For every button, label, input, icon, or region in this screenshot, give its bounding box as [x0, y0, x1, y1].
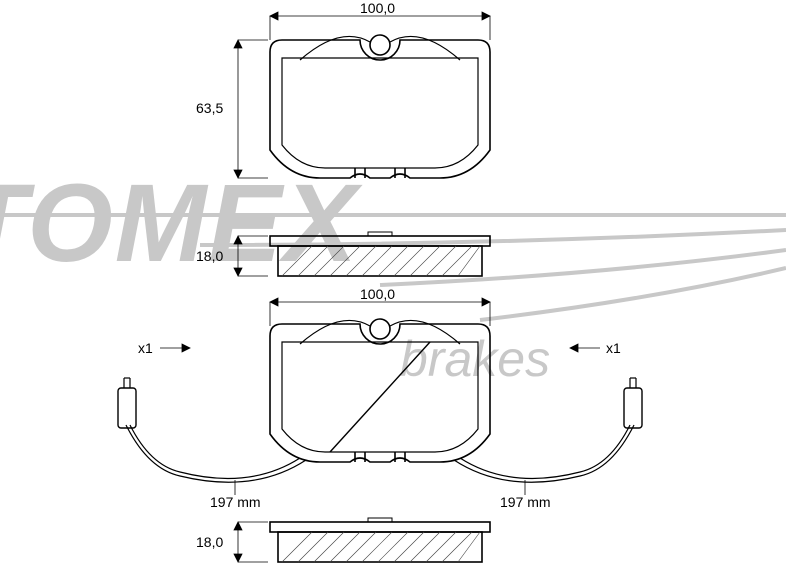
label-height: 63,5: [196, 100, 223, 116]
pad-side-bottom: [270, 518, 490, 562]
label-qty-right: x1: [606, 340, 621, 356]
label-wire-right: 197 mm: [500, 494, 551, 510]
pad-side-top: [270, 232, 490, 276]
label-thick-lower: 18,0: [196, 534, 223, 550]
dim-mid-width: [270, 298, 490, 326]
label-top-width: 100,0: [360, 0, 395, 16]
wear-sensor-left: [118, 378, 306, 495]
label-thick-upper: 18,0: [196, 248, 223, 264]
label-mid-width: 100,0: [360, 286, 395, 302]
dim-thickness-upper: [234, 236, 268, 276]
pad-front-bottom: [270, 319, 490, 462]
qty-arrows: [160, 344, 600, 352]
dim-thickness-lower: [234, 522, 268, 562]
wear-sensor-right: [454, 378, 642, 495]
label-wire-left: 197 mm: [210, 494, 261, 510]
pad-front-top: [270, 35, 490, 178]
label-qty-left: x1: [138, 340, 153, 356]
dim-height: [234, 40, 268, 178]
